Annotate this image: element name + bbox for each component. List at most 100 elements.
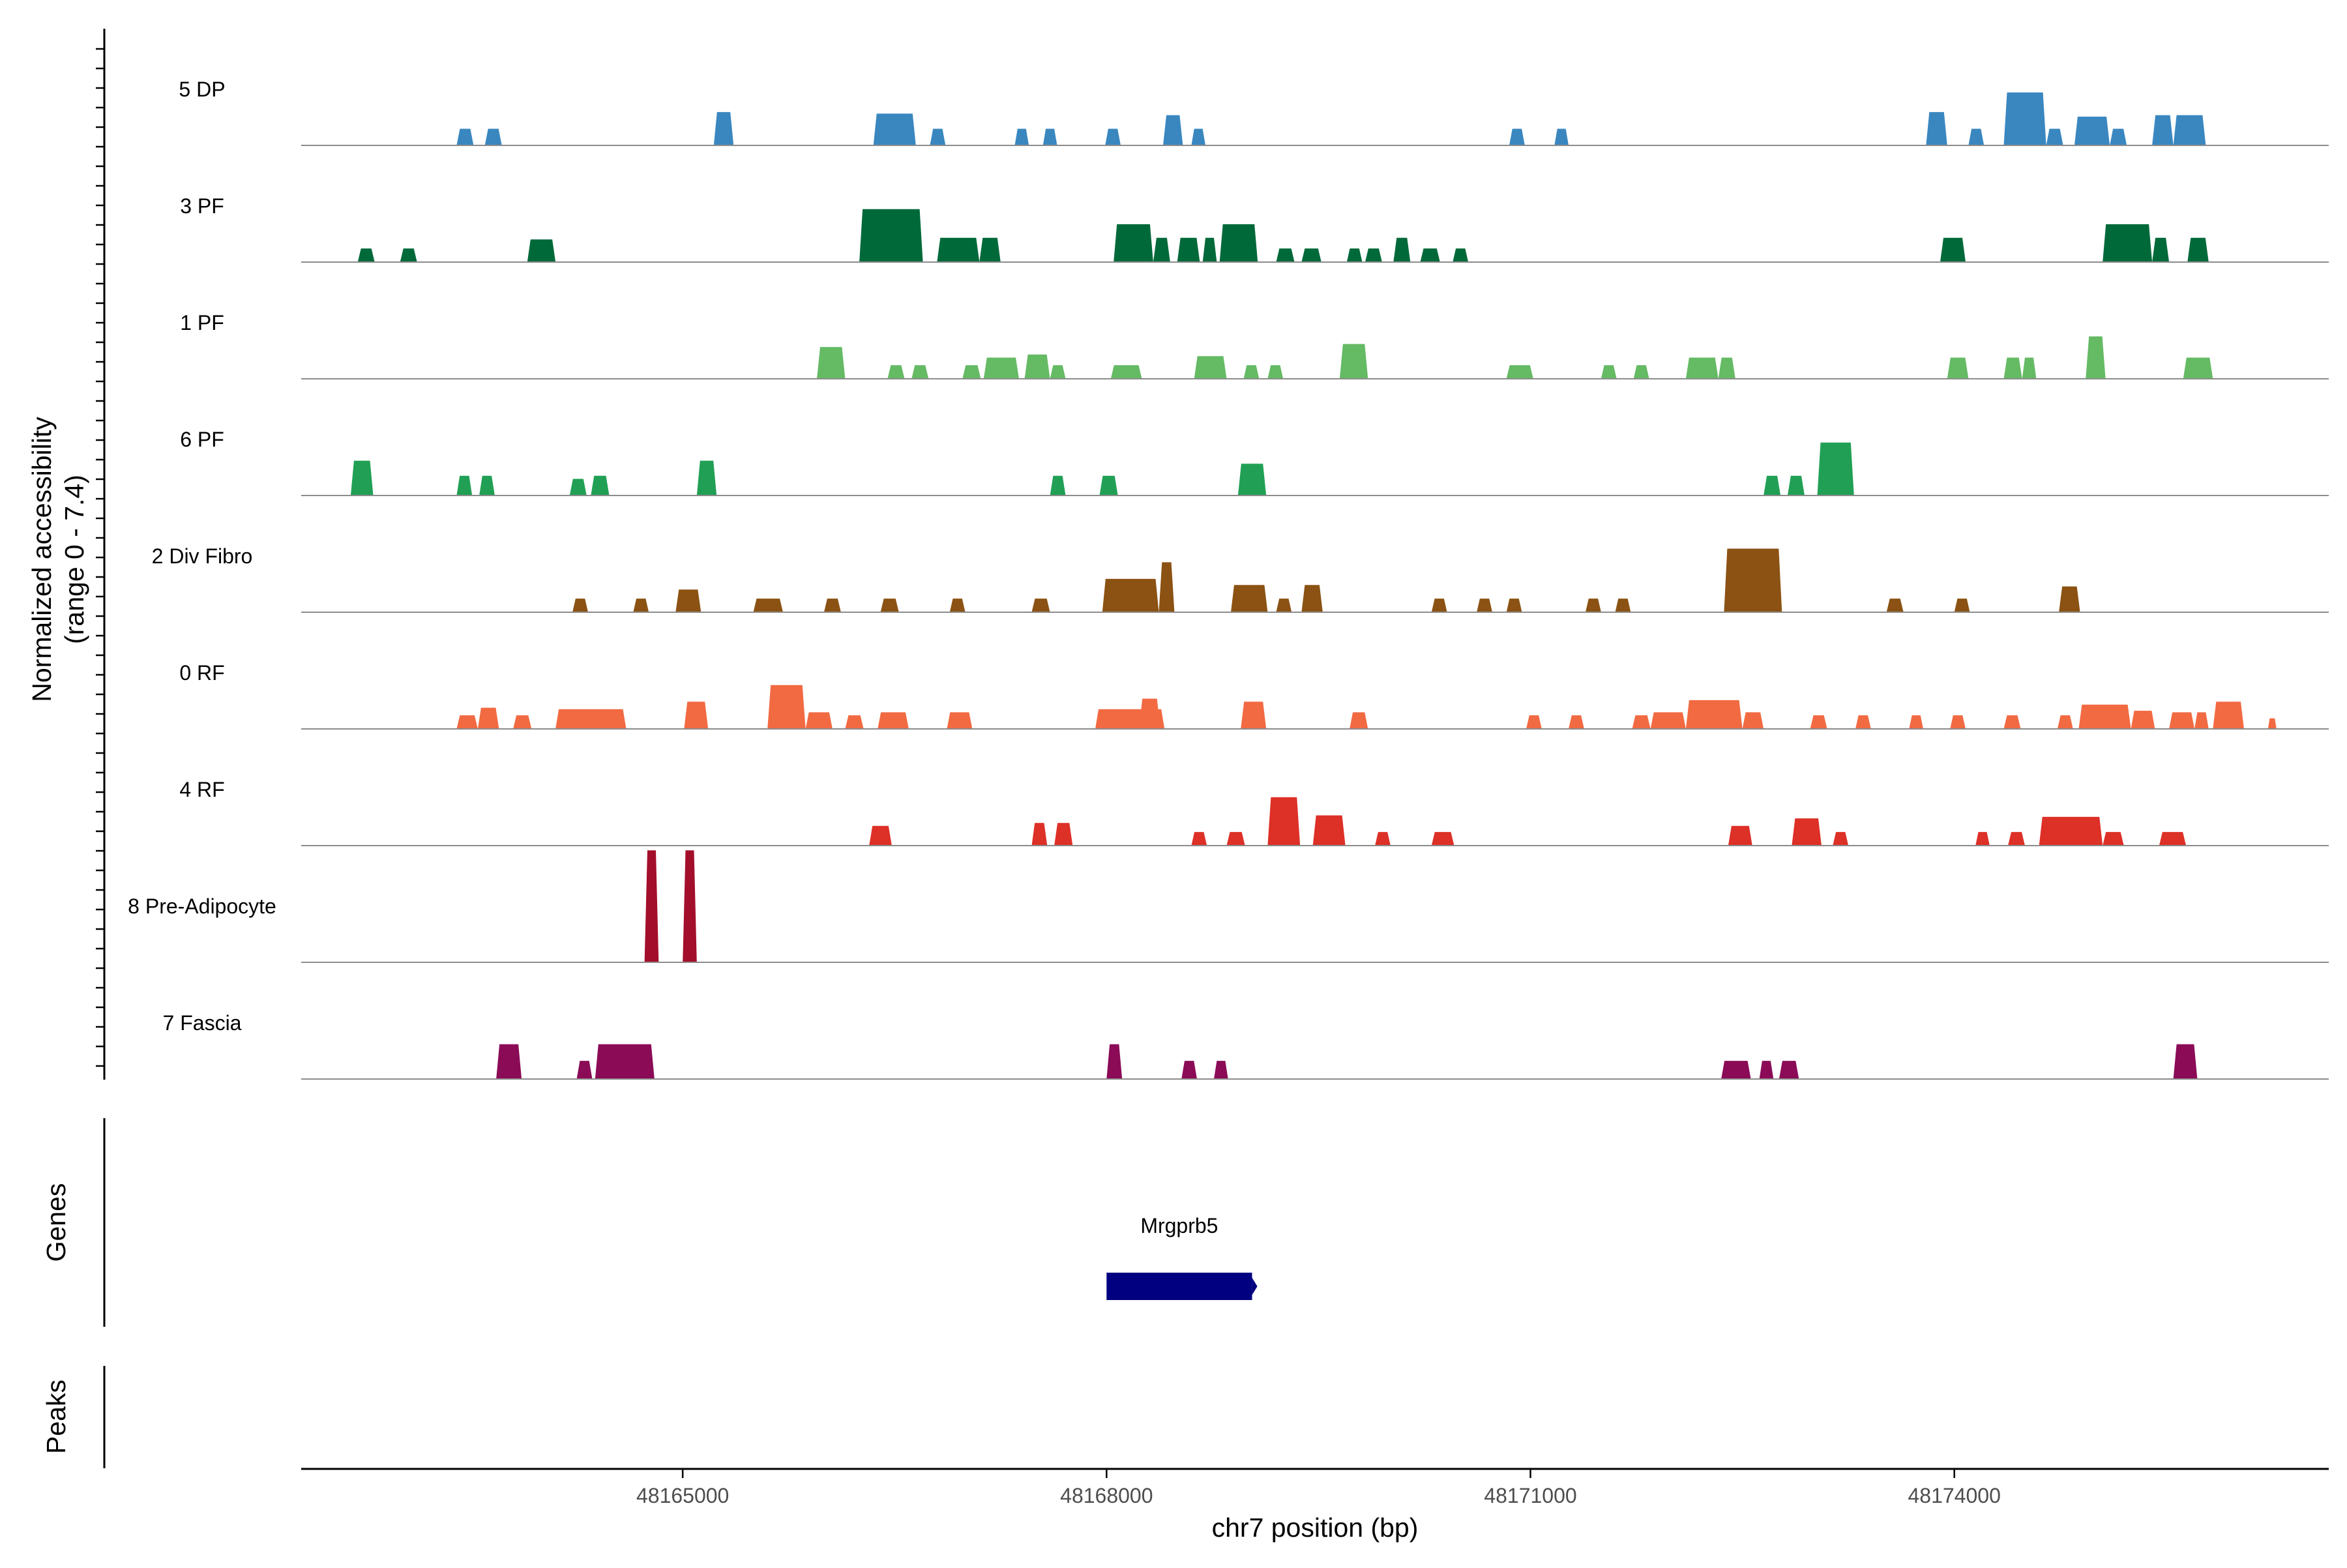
peak-6-pf: [1817, 442, 1854, 496]
peak-0-rf: [2267, 718, 2277, 729]
track-5-dp: 5 DP: [179, 78, 2329, 146]
peak-5-dp: [1509, 128, 1525, 145]
peak-2-div-fibro: [949, 599, 966, 612]
peak-0-rf: [2078, 704, 2131, 729]
gene-strand-arrow: [1252, 1278, 1258, 1295]
peak-4-rf: [2039, 816, 2103, 846]
peak-0-rf: [845, 715, 864, 729]
peak-6-pf: [1787, 475, 1805, 496]
peak-3-pf: [2152, 237, 2170, 262]
peak-8-pre-adipocyte: [683, 850, 697, 962]
peak-1-pf: [1685, 357, 1719, 379]
peak-0-rf: [1810, 715, 1827, 729]
y-axis-label-line1: Normalized accessibility: [27, 417, 57, 702]
peak-7-fascia: [595, 1044, 655, 1079]
peak-6-pf: [1764, 475, 1781, 496]
peak-1-pf: [1633, 365, 1649, 379]
track-3-pf: 3 PF: [180, 194, 2329, 263]
gene-name-label: Mrgprb5: [1140, 1214, 1218, 1237]
peak-3-pf: [1393, 237, 1411, 262]
peak-4-rf: [1375, 832, 1391, 846]
peak-2-div-fibro: [1276, 599, 1292, 612]
peak-2-div-fibro: [1506, 599, 1522, 612]
track-label-7-fascia: 7 Fascia: [163, 1011, 242, 1035]
peak-5-dp: [1163, 115, 1183, 145]
peak-0-rf: [1855, 715, 1871, 729]
peak-8-pre-adipocyte: [644, 850, 659, 962]
peak-2-div-fibro: [1615, 599, 1631, 612]
peak-5-dp: [2046, 128, 2063, 145]
peak-1-pf: [1267, 365, 1284, 379]
peak-5-dp: [713, 111, 734, 145]
peak-0-rf: [2057, 715, 2073, 729]
peak-6-pf: [696, 460, 717, 496]
peak-6-pf: [479, 475, 495, 496]
peak-5-dp: [873, 113, 916, 145]
peak-0-rf: [2131, 711, 2155, 729]
peak-0-rf: [1650, 712, 1686, 729]
peak-2-div-fibro: [1586, 599, 1601, 612]
peak-7-fascia: [1779, 1061, 1799, 1079]
peak-2-div-fibro: [2059, 586, 2080, 612]
peak-0-rf: [805, 712, 833, 729]
peak-2-div-fibro: [1102, 578, 1159, 612]
peak-6-pf: [456, 475, 473, 496]
peak-6-pf: [569, 479, 587, 496]
peak-0-rf: [1909, 715, 1923, 729]
peak-1-pf: [2003, 357, 2022, 379]
peak-3-pf: [979, 237, 1001, 262]
peak-7-fascia: [2173, 1044, 2198, 1079]
y-axis-label-line2: (range 0 - 7.4): [59, 475, 89, 644]
peak-2-div-fibro: [1724, 548, 1782, 612]
track-8-pre-adipocyte: 8 Pre-Adipocyte: [128, 850, 2329, 963]
peak-3-pf: [1177, 237, 1200, 262]
x-tick-label-48168000: 48168000: [1060, 1484, 1153, 1507]
peak-4-rf: [1267, 797, 1301, 846]
peak-5-dp: [2110, 128, 2127, 145]
peak-1-pf: [2022, 357, 2037, 379]
peak-5-dp: [484, 128, 502, 145]
peak-6-pf: [1237, 464, 1267, 496]
peak-7-fascia: [496, 1044, 522, 1079]
track-6-pf: 6 PF: [180, 428, 2329, 496]
peak-0-rf: [684, 702, 709, 729]
peak-4-rf: [869, 825, 892, 846]
peak-4-rf: [2008, 832, 2025, 846]
track-1-pf: 1 PF: [180, 311, 2329, 379]
peak-0-rf: [2003, 715, 2021, 729]
peak-3-pf: [400, 248, 417, 262]
coverage-y-ticks: [96, 48, 104, 1067]
peak-0-rf: [1350, 712, 1368, 729]
peaks-panel-label: Peaks: [41, 1380, 71, 1454]
peak-0-rf: [2213, 702, 2244, 729]
peak-0-rf: [767, 685, 806, 729]
peak-5-dp: [456, 128, 474, 145]
peak-7-fascia: [1106, 1044, 1123, 1079]
peak-0-rf: [1632, 715, 1651, 729]
peak-1-pf: [1718, 357, 1735, 379]
peak-1-pf: [911, 365, 929, 379]
peak-0-rf: [1139, 698, 1160, 729]
peak-1-pf: [887, 365, 905, 379]
peak-3-pf: [357, 248, 375, 262]
peak-0-rf: [456, 715, 478, 729]
peak-0-rf: [1526, 715, 1542, 729]
peak-7-fascia: [576, 1061, 593, 1079]
peak-4-rf: [2159, 832, 2187, 846]
coverage-tracks: 5 DP 3 PF 1 PF 6 PF 2 Div Fibro 0 RF 4 RF 8 Pre…: [128, 78, 2329, 1080]
peak-7-fascia: [1181, 1061, 1197, 1079]
peak-5-dp: [1926, 111, 1947, 145]
peak-5-dp: [1014, 128, 1029, 145]
peak-5-dp: [1105, 128, 1121, 145]
peak-3-pf: [1202, 237, 1217, 262]
peak-5-dp: [2173, 115, 2206, 145]
peak-2-div-fibro: [572, 599, 588, 612]
peak-5-dp: [2152, 115, 2174, 145]
peak-3-pf: [1940, 237, 1966, 262]
peak-2-div-fibro: [1954, 599, 1970, 612]
peak-0-rf: [1241, 702, 1267, 729]
peak-1-pf: [1050, 365, 1066, 379]
peak-1-pf: [1243, 365, 1260, 379]
peak-0-rf: [555, 709, 627, 729]
